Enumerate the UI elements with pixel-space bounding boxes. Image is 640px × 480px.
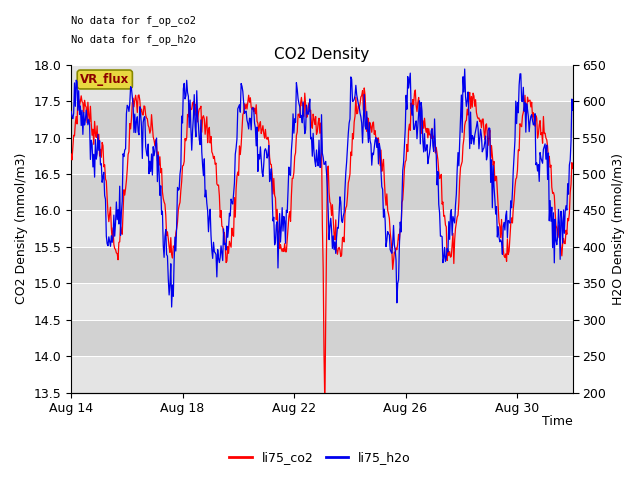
Bar (71, 283, 573, 320)
Bar (71, 210, 573, 247)
Y-axis label: H2O Density (mmol/m3): H2O Density (mmol/m3) (612, 153, 625, 305)
Y-axis label: CO2 Density (mmol/m3): CO2 Density (mmol/m3) (15, 153, 28, 304)
Text: Time: Time (542, 416, 573, 429)
Legend: li75_co2, li75_h2o: li75_co2, li75_h2o (224, 446, 416, 469)
Bar (71, 174, 573, 210)
Bar (71, 138, 573, 174)
Bar (71, 356, 573, 393)
Bar (71, 320, 573, 356)
Text: No data for f_op_h2o: No data for f_op_h2o (71, 35, 196, 45)
Text: VR_flux: VR_flux (80, 73, 129, 86)
Bar (71, 101, 573, 138)
Bar (71, 247, 573, 283)
Title: CO2 Density: CO2 Density (275, 47, 369, 62)
Text: No data for f_op_co2: No data for f_op_co2 (71, 15, 196, 26)
Bar (71, 65, 573, 101)
